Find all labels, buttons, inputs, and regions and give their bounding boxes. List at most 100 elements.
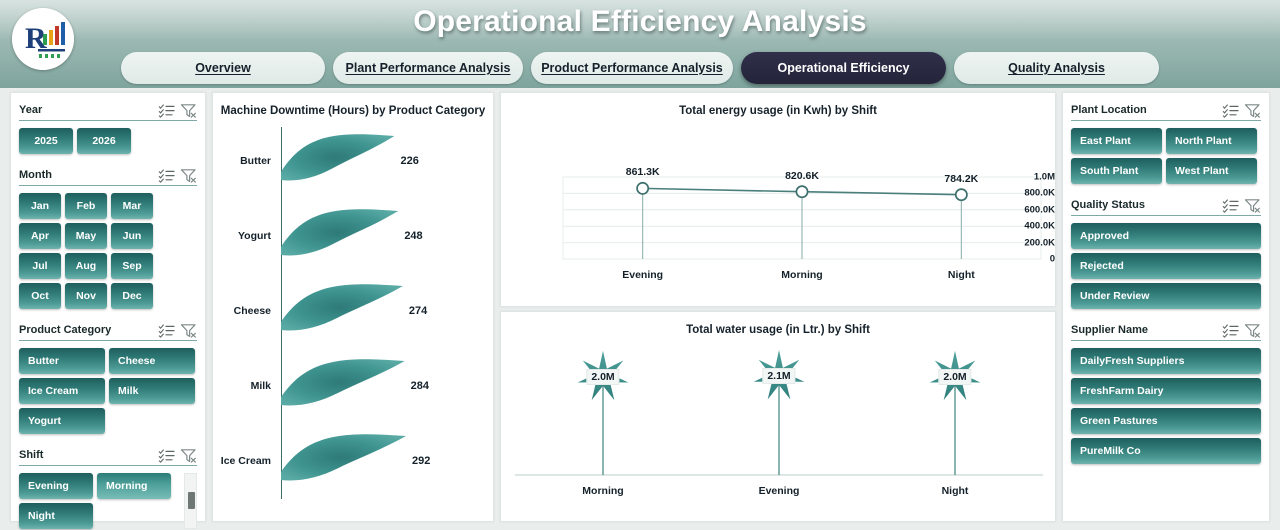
- filter-chip-label: North Plant: [1175, 135, 1232, 147]
- filter-chip-jul[interactable]: Jul: [19, 253, 61, 279]
- filter-title-product-category: Product Category: [19, 324, 112, 336]
- filter-block-shift: Shift Evening Morning Night: [11, 448, 205, 529]
- filter-chip-dec[interactable]: Dec: [111, 283, 153, 309]
- clear-filter-icon[interactable]: [1244, 198, 1261, 213]
- energy-data-label: 820.6K: [785, 169, 819, 182]
- filter-scrollbar-thumb[interactable]: [188, 492, 195, 509]
- filter-chip-west-plant[interactable]: West Plant: [1166, 158, 1257, 184]
- filter-chip-butter[interactable]: Butter: [19, 348, 105, 374]
- filter-chip-approved[interactable]: Approved: [1071, 223, 1261, 249]
- energy-usage-chart-card: Total energy usage (in Kwh) by Shift 1.0…: [500, 92, 1056, 307]
- downtime-category-label: Milk: [250, 379, 271, 392]
- filter-chip-label: Aug: [75, 260, 97, 272]
- downtime-row[interactable]: Milk 284: [213, 348, 493, 423]
- filter-chip-mar[interactable]: Mar: [111, 193, 153, 219]
- energy-usage-plot: 1.0M 800.0K 600.0K 400.0K 200.0K 0 Evening Morn…: [501, 121, 1055, 299]
- water-data-label: 2.0M: [938, 368, 972, 385]
- filter-chip-under-review[interactable]: Under Review: [1071, 283, 1261, 309]
- downtime-row[interactable]: Butter 226: [213, 123, 493, 198]
- downtime-value-label: 284: [410, 379, 429, 392]
- filter-chip-morning[interactable]: Morning: [97, 473, 171, 499]
- tab-product-performance-analysis[interactable]: Product Performance Analysis: [531, 52, 733, 84]
- filter-chip-jun[interactable]: Jun: [111, 223, 153, 249]
- filter-chip-north-plant[interactable]: North Plant: [1166, 128, 1257, 154]
- filter-chips-plant-location: East Plant North Plant South Plant West Pla…: [1071, 128, 1261, 184]
- filter-chip-feb[interactable]: Feb: [65, 193, 107, 219]
- filter-chip-label: DailyFresh Suppliers: [1080, 355, 1185, 367]
- filter-chip-may[interactable]: May: [65, 223, 107, 249]
- clear-filter-icon[interactable]: [180, 103, 197, 118]
- filter-chip-nov[interactable]: Nov: [65, 283, 107, 309]
- filter-chip-oct[interactable]: Oct: [19, 283, 61, 309]
- filter-chip-label: Evening: [28, 480, 69, 492]
- downtime-value-label: 226: [400, 154, 419, 167]
- filter-chip-evening[interactable]: Evening: [19, 473, 93, 499]
- clear-filter-icon[interactable]: [180, 168, 197, 183]
- filter-block-month: Month Jan Feb Mar Apr May Jun Jul Aug Sep Oct Nov D…: [11, 168, 205, 309]
- dashboard-header: R Operational Efficiency Analysis Overvi…: [0, 0, 1280, 88]
- tab-operational-efficiency[interactable]: Operational Efficiency: [741, 52, 946, 84]
- multi-select-icon[interactable]: [158, 103, 175, 118]
- filter-chip-label: FreshFarm Dairy: [1080, 385, 1164, 397]
- filter-chip-night[interactable]: Night: [19, 503, 93, 529]
- clear-filter-icon[interactable]: [180, 323, 197, 338]
- filter-chip-east-plant[interactable]: East Plant: [1071, 128, 1162, 154]
- filter-chip-label: 2026: [92, 135, 116, 147]
- energy-x-tick-label: Morning: [781, 269, 823, 281]
- energy-data-label: 861.3K: [625, 166, 660, 179]
- filter-chip-label: Cheese: [118, 355, 156, 367]
- filter-chip-2025[interactable]: 2025: [19, 128, 73, 154]
- clear-filter-icon[interactable]: [180, 448, 197, 463]
- filter-chip-sep[interactable]: Sep: [111, 253, 153, 279]
- filter-block-quality-status: Quality Status Approved Rejected Under Rev…: [1063, 198, 1269, 309]
- filter-chip-label: 2025: [34, 135, 58, 147]
- multi-select-icon[interactable]: [158, 448, 175, 463]
- filter-chip-dailyfresh-suppliers[interactable]: DailyFresh Suppliers: [1071, 348, 1261, 374]
- energy-y-tick-label: 1.0M: [1033, 171, 1055, 183]
- filter-chip-cheese[interactable]: Cheese: [109, 348, 195, 374]
- water-usage-chart-card: Total water usage (in Ltr.) by Shift Mor…: [500, 311, 1056, 522]
- multi-select-icon[interactable]: [158, 168, 175, 183]
- multi-select-icon[interactable]: [158, 323, 175, 338]
- tab-overview-label: Overview: [195, 61, 251, 75]
- downtime-category-label: Yogurt: [237, 229, 271, 242]
- filter-chip-green-pastures[interactable]: Green Pastures: [1071, 408, 1261, 434]
- tab-overview[interactable]: Overview: [121, 52, 325, 84]
- filter-chip-2026[interactable]: 2026: [77, 128, 131, 154]
- filter-header-product-category: Product Category: [19, 323, 197, 341]
- filter-chip-apr[interactable]: Apr: [19, 223, 61, 249]
- filter-scrollbar[interactable]: [184, 473, 197, 529]
- filter-chip-label: Green Pastures: [1080, 415, 1158, 427]
- tab-plant-performance-analysis[interactable]: Plant Performance Analysis: [333, 52, 523, 84]
- filter-chip-jan[interactable]: Jan: [19, 193, 61, 219]
- filter-chips-supplier-name: DailyFresh Suppliers FreshFarm Dairy Green…: [1071, 348, 1261, 464]
- filter-chip-aug[interactable]: Aug: [65, 253, 107, 279]
- tab-plant-performance-analysis-label: Plant Performance Analysis: [345, 61, 511, 75]
- filter-chip-yogurt[interactable]: Yogurt: [19, 408, 105, 434]
- filter-chips-year: 2025 2026: [19, 128, 197, 154]
- multi-select-icon[interactable]: [1222, 103, 1239, 118]
- filter-chip-ice-cream[interactable]: Ice Cream: [19, 378, 105, 404]
- clear-filter-icon[interactable]: [1244, 323, 1261, 338]
- filter-header-month: Month: [19, 168, 197, 186]
- filter-chip-south-plant[interactable]: South Plant: [1071, 158, 1162, 184]
- downtime-category-label: Cheese: [233, 304, 271, 317]
- filter-chip-puremilk-co[interactable]: PureMilk Co: [1071, 438, 1261, 464]
- multi-select-icon[interactable]: [1222, 198, 1239, 213]
- multi-select-icon[interactable]: [1222, 323, 1239, 338]
- filter-chip-freshfarm-dairy[interactable]: FreshFarm Dairy: [1071, 378, 1261, 404]
- downtime-row[interactable]: Ice Cream 292: [213, 423, 493, 498]
- filter-chip-label: Milk: [118, 385, 139, 397]
- filter-chip-milk[interactable]: Milk: [109, 378, 195, 404]
- downtime-row[interactable]: Cheese 274: [213, 273, 493, 348]
- company-logo-icon: R: [12, 8, 74, 70]
- clear-filter-icon[interactable]: [1244, 103, 1261, 118]
- energy-x-tick-label: Evening: [622, 269, 664, 281]
- tab-quality-analysis[interactable]: Quality Analysis: [954, 52, 1159, 84]
- machine-downtime-plot: Butter 226 Yogurt 248 Cheese 274 Milk: [213, 123, 493, 499]
- filter-chip-rejected[interactable]: Rejected: [1071, 253, 1261, 279]
- downtime-row[interactable]: Yogurt 248: [213, 198, 493, 273]
- filter-block-product-category: Product Category Butter Cheese Ice Cream Mi…: [11, 323, 205, 434]
- filter-header-supplier-name: Supplier Name: [1071, 323, 1261, 341]
- filter-chip-label: Nov: [76, 290, 96, 302]
